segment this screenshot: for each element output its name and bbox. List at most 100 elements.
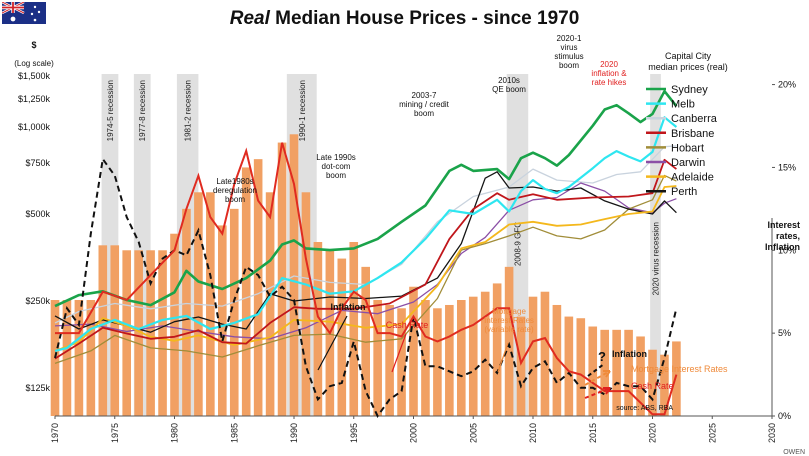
mortgage-rate-bar [206,192,215,416]
mortgage-rate-bar [241,167,251,416]
recession-band [650,74,661,416]
mortgage-rate-bar [445,304,454,416]
x-tick-label: 2025 [707,423,717,443]
annotation-late1990s: Late 1990s [316,153,356,162]
right-tick-label: 10% [778,245,796,255]
annotation-q_mark: ? [598,349,606,364]
recession-label: 1981-2 recession [184,80,193,141]
mortgage-rate-bar [552,304,562,416]
right-tick-label: 20% [778,80,796,90]
x-tick-label: 1995 [349,423,359,443]
recession-label: 2008-9 GFC [513,222,522,266]
annotation-mortgage_label: Mortgage [492,307,526,316]
left-tick-label: $1,250k [18,94,51,104]
mortgage-rate-bar [253,159,263,416]
mortgage-rate-bar [612,329,621,416]
annotation-late1980s: boom [225,195,245,204]
inflation-pointer [317,315,348,371]
legend-label: Adelaide [671,172,714,184]
mortgage-rate-bar [648,349,657,416]
annotation-cash_label: Cash Rate [386,320,429,330]
annotation-hikes: rate hikes [592,78,627,87]
right-axis-title: Interest [767,220,800,230]
mortgage-rate-bar [217,225,227,416]
annotation-stimulus: stimulus [554,52,583,61]
future-cash-arrow [584,387,611,399]
x-tick-label: 1980 [170,423,180,443]
series-line-hobart [54,174,677,365]
mortgage-rate-bar [397,308,406,416]
mortgage-rate-bar [528,296,538,416]
left-axis-scale-note: (Log scale) [14,59,54,68]
x-tick-label: 2030 [767,423,777,443]
left-tick-label: $250k [25,296,50,306]
x-tick-label: 1975 [110,423,120,443]
mortgage-rate-bar [492,283,502,416]
right-tick-label: 15% [778,162,796,172]
x-tick-label: 2000 [409,423,419,443]
mortgage-rate-bar [229,208,239,416]
mortgage-rate-bar [86,300,96,416]
mortgage-rate-bar [421,300,430,416]
annotation-future_mortgage: Mortgage Interest Rates [631,364,728,374]
x-tick-label: 2015 [588,423,598,443]
mortgage-rate-bar [74,300,84,416]
chart-title: Real Median House Prices - since 1970 [229,8,580,29]
mortgage-rate-bar [504,266,514,416]
australia-flag-icon [2,2,46,24]
mortgage-rate-bar [576,318,586,416]
series-line-melb [54,116,678,352]
legend-label: Canberra [671,113,718,125]
mortgage-rate-bar [660,354,669,416]
annotation-mining: 2003-7 [412,91,437,100]
future-inflation-arrow [587,363,605,377]
mortgage-rate-bar [361,266,371,416]
cash-rate-pointer [391,333,407,373]
future-cash-arrowhead [603,387,611,395]
legend-label: Perth [671,186,697,198]
mortgage-rate-bar [134,250,143,416]
recession-label: 1990-1 recession [298,80,307,141]
recession-label: 1977-8 recession [138,80,147,141]
x-tick-label: 1990 [289,423,299,443]
left-tick-label: $1,500k [18,71,51,81]
left-tick-label: $125k [25,383,50,393]
mortgage-rate-bar [146,250,155,416]
series-line-canberra [54,145,677,324]
mortgage-rate-bar [516,316,526,416]
annotation-hikes: 2020 [600,60,618,69]
cash-rate-line [55,142,678,416]
annotation-late1990s: dot-com [322,162,351,171]
left-tick-label: $750k [25,158,50,168]
mortgage-rate-bar [158,250,167,416]
mortgage-rate-bar [98,245,108,416]
right-tick-label: 0% [778,411,791,421]
mortgage-rate-bar [588,326,598,416]
mortgage-rate-bar [349,242,359,416]
legend-title: Capital City [665,51,712,61]
annotation-qe: QE boom [492,85,526,94]
annotation-mortgage_label: (variable rate) [484,325,534,334]
annotation-future_inflation: Inflation [612,349,647,359]
left-tick-label: $500k [25,209,50,219]
x-tick-label: 2020 [648,423,658,443]
mortgage-rate-bar [636,336,645,416]
mortgage-rate-bar [265,192,275,416]
future-mortgage-arrow [584,370,611,386]
mortgage-rate-bar [62,300,72,416]
annotation-source: source: ABS, RBA [616,405,673,412]
series-line-adelaide [54,185,677,352]
x-tick-label: 1970 [50,423,60,443]
mortgage-rate-bar [480,291,490,416]
legend-label: Sydney [671,84,708,96]
right-axis-title: Inflation [765,242,800,252]
right-axis-title: rates, [776,231,800,241]
annotation-late1990s: boom [326,171,346,180]
legend-label: Melb [671,99,695,111]
footer-mark: OWEN [783,449,805,456]
annotation-stimulus: 2020-1 [557,34,582,43]
recession-label: 1974-5 recession [106,80,115,141]
legend-label: Brisbane [671,128,714,140]
future-mortgage-arrowhead [603,370,611,378]
